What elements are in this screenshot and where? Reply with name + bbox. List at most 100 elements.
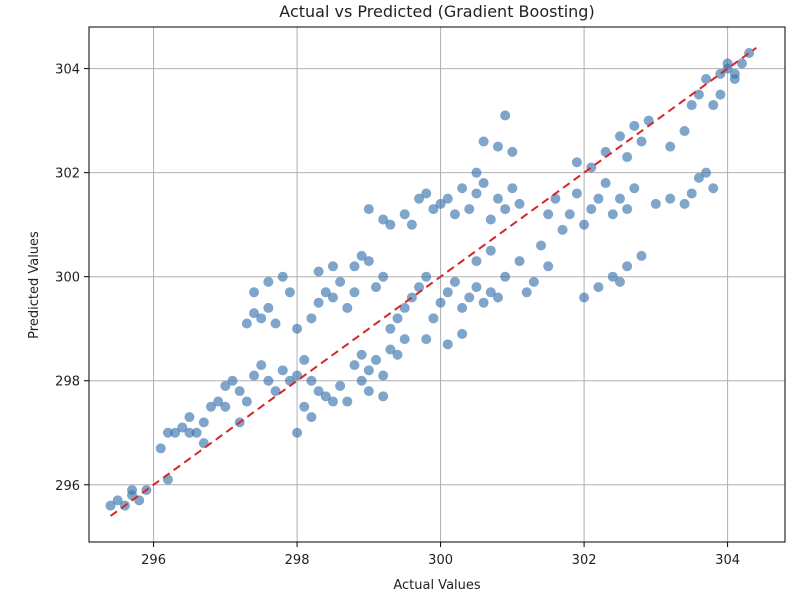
data-point (449, 209, 460, 220)
data-point (414, 193, 425, 204)
data-point (399, 209, 410, 220)
data-point (277, 365, 288, 376)
data-point (622, 204, 633, 215)
data-point (593, 193, 604, 204)
data-point (392, 349, 403, 360)
data-point (378, 271, 389, 282)
data-point (464, 204, 475, 215)
data-point (693, 89, 704, 100)
data-point (708, 100, 719, 111)
data-point (349, 287, 360, 298)
data-point (536, 240, 547, 251)
plot-frame (88, 26, 786, 543)
data-point (220, 380, 231, 391)
data-point (442, 339, 453, 350)
data-point (263, 302, 274, 313)
data-point (356, 250, 367, 261)
data-point (378, 391, 389, 402)
data-point (177, 422, 188, 433)
data-point (292, 323, 303, 334)
y-tick-label: 302 (55, 167, 80, 182)
data-point (586, 204, 597, 215)
data-point (471, 282, 482, 293)
y-tick-label: 300 (55, 271, 80, 286)
data-point (385, 219, 396, 230)
data-point (184, 412, 195, 423)
data-point (327, 396, 338, 407)
data-point (478, 136, 489, 147)
data-point (485, 214, 496, 225)
data-point (607, 271, 618, 282)
data-point (693, 172, 704, 183)
data-point (629, 120, 640, 131)
y-axis-label: Predicted Values (27, 231, 42, 339)
data-point (191, 427, 202, 438)
data-point (371, 354, 382, 365)
data-point (629, 183, 640, 194)
data-point (543, 261, 554, 272)
data-point (292, 427, 303, 438)
data-point (550, 193, 561, 204)
data-point (514, 198, 525, 209)
data-point (112, 495, 123, 506)
data-point (327, 292, 338, 303)
data-point (249, 308, 260, 319)
data-point (679, 126, 690, 137)
data-point (507, 146, 518, 157)
data-point (471, 167, 482, 178)
data-point (306, 375, 317, 386)
data-point (227, 375, 238, 386)
data-point (665, 193, 676, 204)
data-point (492, 193, 503, 204)
x-tick-label: 296 (141, 553, 166, 568)
data-point (557, 224, 568, 235)
data-point (127, 484, 138, 495)
data-point (600, 178, 611, 189)
data-point (249, 287, 260, 298)
y-tick-label: 296 (55, 479, 80, 494)
data-point (485, 287, 496, 298)
data-point (205, 401, 216, 412)
data-point (299, 401, 310, 412)
x-axis-label: Actual Values (393, 578, 481, 593)
y-tick-label: 304 (55, 63, 80, 78)
data-point (464, 292, 475, 303)
data-point (263, 375, 274, 386)
data-point (320, 287, 331, 298)
data-point (650, 198, 661, 209)
data-point (485, 245, 496, 256)
data-point (349, 360, 360, 371)
data-point (198, 417, 209, 428)
data-point (686, 188, 697, 199)
data-point (435, 297, 446, 308)
data-point (421, 271, 432, 282)
data-point (457, 302, 468, 313)
data-point (220, 401, 231, 412)
x-tick-label: 302 (572, 553, 597, 568)
data-point (270, 386, 281, 397)
data-point (564, 209, 575, 220)
data-point (335, 380, 346, 391)
data-point (342, 396, 353, 407)
data-point (457, 328, 468, 339)
data-point (665, 141, 676, 152)
data-point (392, 313, 403, 324)
data-point (492, 292, 503, 303)
data-point (500, 271, 511, 282)
data-point (399, 302, 410, 313)
data-point (277, 271, 288, 282)
data-point (478, 297, 489, 308)
data-point (170, 427, 181, 438)
data-point (155, 443, 166, 454)
data-point (241, 396, 252, 407)
data-point (241, 318, 252, 329)
data-point (607, 209, 618, 220)
data-point (399, 334, 410, 345)
data-point (378, 214, 389, 225)
reference-line (109, 46, 757, 517)
data-point (571, 188, 582, 199)
data-point (371, 282, 382, 293)
data-point (622, 152, 633, 163)
data-point (442, 193, 453, 204)
